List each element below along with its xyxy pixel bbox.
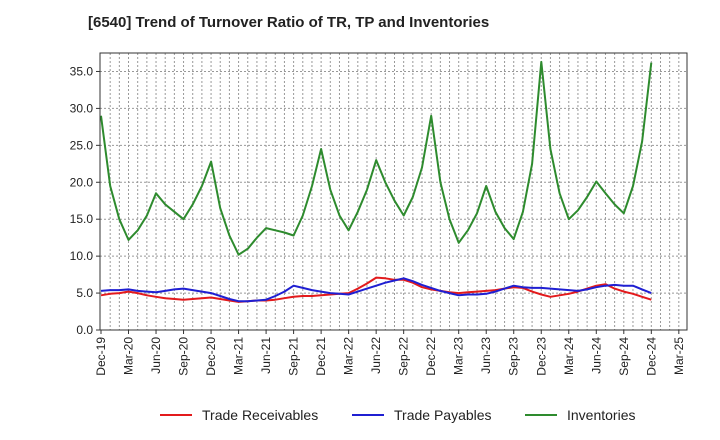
x-axis-ticks: Dec-19 Mar-20 Jun-20 Sep-20 Dec-20 Mar-21 Jun-…	[94, 330, 686, 376]
x-tick-label: Sep-21	[287, 337, 301, 376]
x-tick-label: Dec-22	[424, 337, 438, 376]
x-tick-label: Mar-24	[562, 337, 576, 375]
y-tick-label: 35.0	[70, 64, 94, 78]
x-tick-label: Mar-20	[122, 337, 136, 375]
y-tick-label: 5.0	[76, 286, 93, 300]
legend: Trade Receivables Trade Payables Invento…	[0, 404, 720, 426]
x-tick-label: Dec-19	[94, 337, 108, 376]
legend-swatch-trade-receivables	[160, 414, 192, 416]
legend-item-trade-payables: Trade Payables	[352, 404, 492, 426]
series-line-trade-payables	[100, 277, 652, 303]
series-lines	[100, 60, 653, 303]
series-line-trade-receivables	[100, 276, 652, 303]
x-tick-label: Dec-20	[204, 337, 218, 376]
x-tick-label: Dec-21	[314, 337, 328, 376]
chart-title: [6540] Trend of Turnover Ratio of TR, TP…	[88, 14, 490, 31]
legend-swatch-trade-payables	[352, 414, 384, 416]
y-tick-label: 15.0	[70, 212, 94, 226]
y-tick-label: 30.0	[70, 101, 94, 115]
x-tick-label: Jun-24	[589, 337, 603, 374]
x-tick-label: Dec-23	[534, 337, 548, 376]
x-tick-label: Jun-21	[259, 337, 273, 374]
legend-item-inventories: Inventories	[525, 404, 635, 426]
x-tick-label: Mar-22	[342, 337, 356, 375]
y-tick-label: 10.0	[70, 249, 94, 263]
x-tick-label: Sep-22	[397, 337, 411, 376]
y-tick-label: 20.0	[70, 175, 94, 189]
x-tick-label: Jun-23	[479, 337, 493, 374]
legend-label-trade-payables: Trade Payables	[394, 407, 492, 423]
y-tick-label: 0.0	[76, 323, 93, 337]
x-tick-label: Mar-23	[452, 337, 466, 375]
x-tick-label: Dec-24	[644, 337, 658, 376]
legend-label-trade-receivables: Trade Receivables	[202, 407, 319, 423]
plot-frame	[99, 52, 688, 331]
x-tick-label: Mar-25	[672, 337, 686, 375]
x-tick-label: Jun-20	[149, 337, 163, 374]
x-tick-label: Sep-24	[617, 337, 631, 376]
series-line-inventories	[100, 60, 653, 256]
x-tick-label: Sep-20	[177, 337, 191, 376]
y-tick-label: 25.0	[70, 138, 94, 152]
legend-label-inventories: Inventories	[567, 407, 636, 423]
x-tick-label: Sep-23	[507, 337, 521, 376]
x-tick-label: Jun-22	[369, 337, 383, 374]
x-tick-label: Mar-21	[232, 337, 246, 375]
legend-item-trade-receivables: Trade Receivables	[160, 404, 318, 426]
y-axis-ticks: 0.0 5.0 10.0 15.0 20.0 25.0 30.0 35.0	[70, 64, 100, 337]
legend-swatch-inventories	[525, 414, 557, 416]
